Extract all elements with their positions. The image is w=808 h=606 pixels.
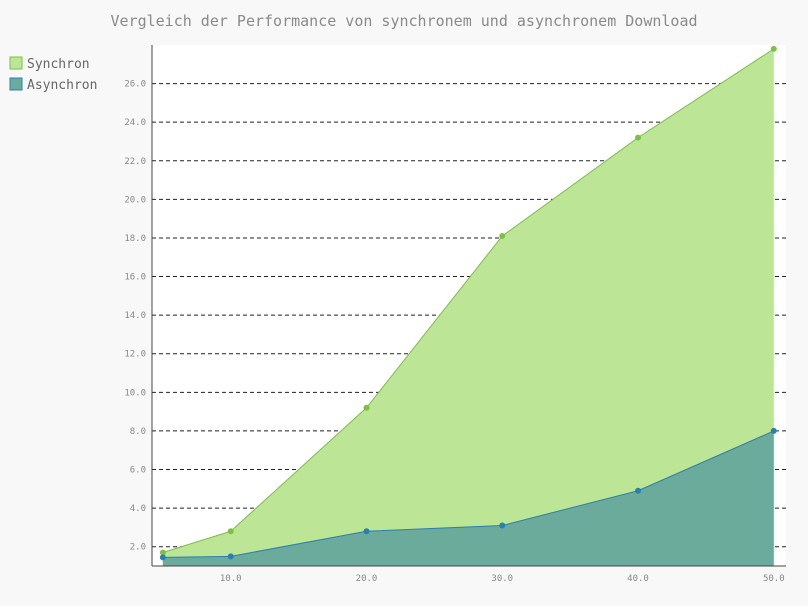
x-tick-label: 10.0 [220,574,242,584]
y-tick-label: 6.0 [130,466,146,476]
y-tick-label: 8.0 [130,427,146,437]
x-tick-label: 50.0 [763,574,785,584]
data-point-synchron[interactable] [499,233,505,239]
data-point-asynchron[interactable] [635,488,641,494]
y-tick-label: 12.0 [124,350,146,360]
data-point-asynchron[interactable] [160,554,166,560]
y-tick-label: 22.0 [124,157,146,167]
legend-label-asynchron[interactable]: Asynchron [27,78,97,93]
legend-swatch-asynchron[interactable] [10,78,22,90]
x-tick-label: 40.0 [627,574,649,584]
y-tick-label: 18.0 [124,234,146,244]
y-tick-label: 14.0 [124,311,146,321]
data-point-synchron[interactable] [771,46,777,52]
y-tick-label: 24.0 [124,118,146,128]
data-point-asynchron[interactable] [228,553,234,559]
data-point-synchron[interactable] [635,135,641,141]
y-tick-label: 26.0 [124,80,146,90]
y-tick-label: 4.0 [130,504,146,514]
x-tick-label: 30.0 [491,574,513,584]
legend: Synchron Asynchron [10,57,97,93]
y-tick-label: 2.0 [130,543,146,553]
y-tick-label: 16.0 [124,273,146,283]
data-point-synchron[interactable] [228,528,234,534]
y-tick-label: 20.0 [124,195,146,205]
chart-title: Vergleich der Performance von synchronem… [111,12,698,30]
legend-swatch-synchron[interactable] [10,57,22,69]
legend-label-synchron[interactable]: Synchron [27,57,90,72]
data-point-synchron[interactable] [364,405,370,411]
y-tick-label: 10.0 [124,388,146,398]
data-point-asynchron[interactable] [771,428,777,434]
data-point-asynchron[interactable] [364,528,370,534]
data-point-asynchron[interactable] [499,522,505,528]
x-tick-label: 20.0 [356,574,378,584]
